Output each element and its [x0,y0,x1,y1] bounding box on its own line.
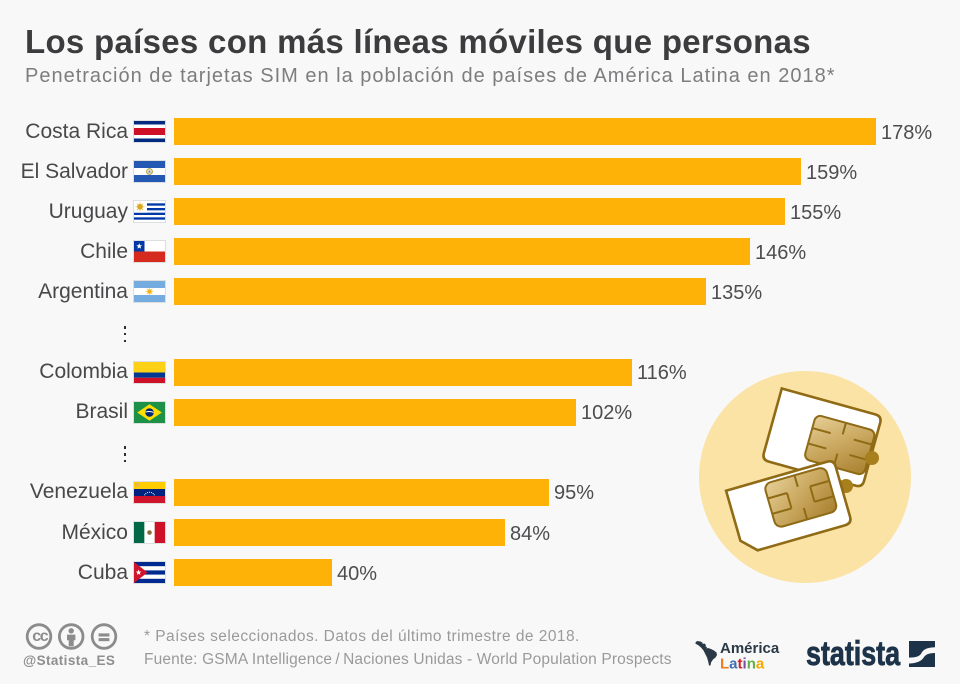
svg-text:Latina: Latina [720,656,765,673]
svg-text:América: América [720,640,780,657]
svg-text:cc: cc [32,628,48,645]
